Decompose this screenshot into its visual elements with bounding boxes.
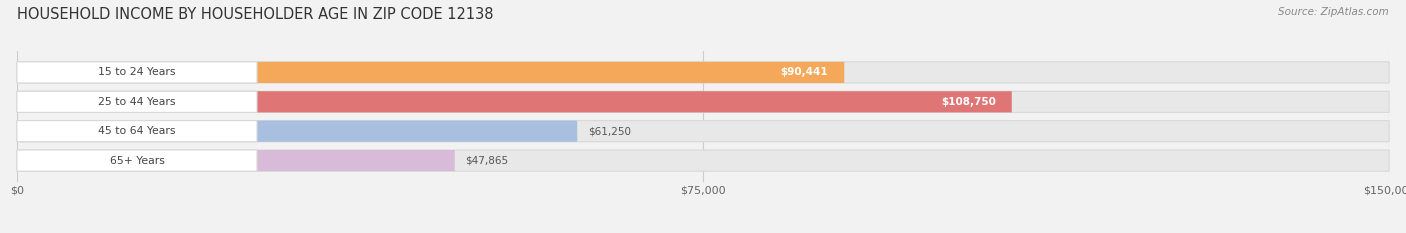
Text: $108,750: $108,750 xyxy=(941,97,995,107)
FancyBboxPatch shape xyxy=(17,150,257,171)
FancyBboxPatch shape xyxy=(17,91,1389,112)
Text: 15 to 24 Years: 15 to 24 Years xyxy=(98,67,176,77)
Text: 65+ Years: 65+ Years xyxy=(110,156,165,166)
Text: Source: ZipAtlas.com: Source: ZipAtlas.com xyxy=(1278,7,1389,17)
Text: HOUSEHOLD INCOME BY HOUSEHOLDER AGE IN ZIP CODE 12138: HOUSEHOLD INCOME BY HOUSEHOLDER AGE IN Z… xyxy=(17,7,494,22)
Text: $47,865: $47,865 xyxy=(465,156,509,166)
FancyBboxPatch shape xyxy=(17,121,1389,142)
FancyBboxPatch shape xyxy=(17,62,1389,83)
FancyBboxPatch shape xyxy=(17,62,257,83)
FancyBboxPatch shape xyxy=(17,91,257,112)
FancyBboxPatch shape xyxy=(17,62,844,83)
Text: $61,250: $61,250 xyxy=(588,126,631,136)
FancyBboxPatch shape xyxy=(17,150,1389,171)
Text: $90,441: $90,441 xyxy=(780,67,828,77)
FancyBboxPatch shape xyxy=(17,91,1012,112)
Text: 45 to 64 Years: 45 to 64 Years xyxy=(98,126,176,136)
FancyBboxPatch shape xyxy=(17,121,578,142)
Text: 25 to 44 Years: 25 to 44 Years xyxy=(98,97,176,107)
FancyBboxPatch shape xyxy=(17,150,454,171)
FancyBboxPatch shape xyxy=(17,121,257,142)
